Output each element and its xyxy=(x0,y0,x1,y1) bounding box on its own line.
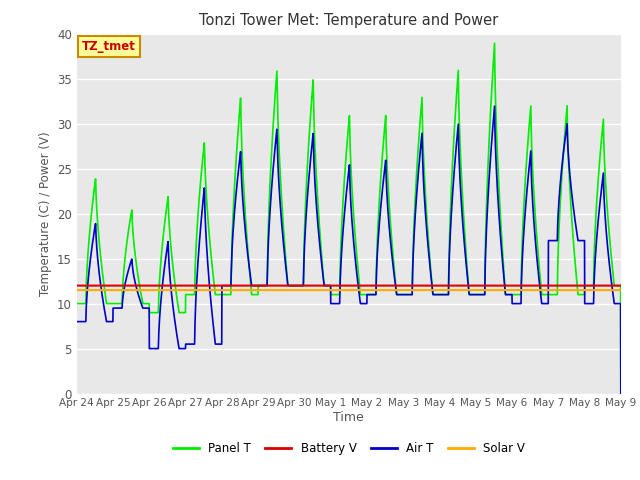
Legend: Panel T, Battery V, Air T, Solar V: Panel T, Battery V, Air T, Solar V xyxy=(168,437,530,460)
Y-axis label: Temperature (C) / Power (V): Temperature (C) / Power (V) xyxy=(38,132,51,296)
Text: TZ_tmet: TZ_tmet xyxy=(82,40,136,53)
X-axis label: Time: Time xyxy=(333,411,364,424)
Title: Tonzi Tower Met: Temperature and Power: Tonzi Tower Met: Temperature and Power xyxy=(199,13,499,28)
